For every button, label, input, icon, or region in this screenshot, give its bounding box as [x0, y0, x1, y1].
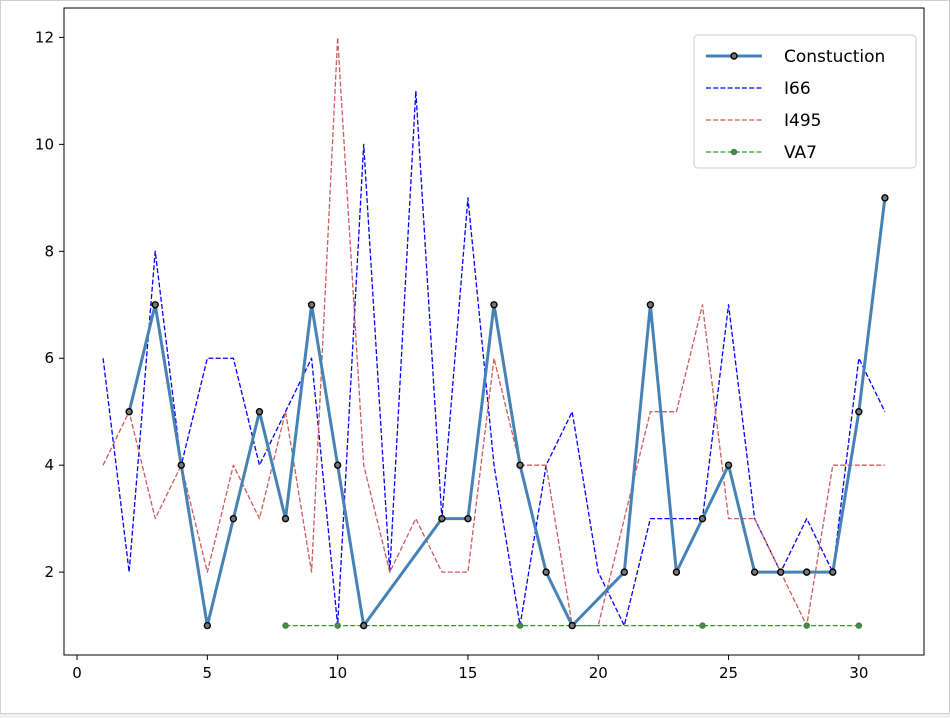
series-i66 [102, 90, 886, 627]
legend: Constuction I66 I495 VA7 [693, 34, 917, 169]
point-va7-17 [516, 622, 524, 629]
y-tick-label-4: 4 [44, 456, 54, 474]
x-tick-label-15: 15 [458, 664, 477, 682]
x-tick-label-0: 0 [72, 664, 82, 682]
x-tick-label-20: 20 [589, 664, 608, 682]
point-constuction-8 [281, 514, 290, 523]
plot-frame [63, 7, 925, 656]
point-constuction-23 [672, 568, 681, 576]
point-va7-30 [855, 622, 863, 629]
x-tick-label-5: 5 [203, 664, 213, 682]
point-constuction-11 [359, 621, 368, 630]
point-constuction-31 [881, 194, 889, 202]
point-constuction-21 [620, 568, 629, 576]
point-constuction-14 [438, 514, 446, 523]
series-line-i495 [102, 36, 885, 627]
legend-label-i495: I495 [784, 111, 821, 131]
point-constuction-7 [255, 408, 264, 416]
point-constuction-5 [203, 621, 212, 630]
point-constuction-19 [568, 621, 576, 630]
point-constuction-25 [724, 461, 733, 469]
point-constuction-17 [516, 461, 524, 469]
point-constuction-3 [151, 301, 159, 309]
legend-entry-constuction: Constuction [706, 47, 885, 67]
point-constuction-18 [542, 568, 550, 576]
y-tick-label-8: 8 [44, 242, 54, 260]
point-constuction-26 [750, 568, 759, 576]
legend-box [693, 34, 917, 169]
legend-label-constuction: Constuction [784, 47, 885, 67]
x-tick-label-10: 10 [328, 664, 347, 682]
point-va7-24 [699, 622, 706, 629]
point-constuction-6 [229, 514, 238, 523]
series-layer [102, 36, 889, 630]
point-va7-10 [334, 622, 341, 629]
legend-entry-va7: VA7 [706, 143, 817, 163]
y-tick-label-10: 10 [35, 135, 54, 153]
point-constuction-10 [333, 461, 342, 469]
axis-layer: 0 5 10 15 20 25 30 2 4 6 8 10 12 [35, 28, 868, 682]
point-constuction-22 [646, 301, 655, 309]
series-constuction [125, 194, 889, 630]
x-tick-label-30: 30 [849, 664, 868, 682]
point-va7-8 [282, 622, 289, 629]
legend-label-va7: VA7 [784, 143, 817, 163]
point-va7-28 [803, 622, 810, 629]
y-tick-label-2: 2 [44, 563, 54, 581]
point-constuction-29 [829, 568, 837, 576]
legend-marker-va7 [730, 148, 738, 156]
legend-entry-i66: I66 [706, 79, 811, 99]
y-tick-label-6: 6 [44, 349, 54, 367]
legend-entry-i495: I495 [706, 111, 821, 131]
y-tick-label-12: 12 [35, 28, 54, 46]
point-constuction-30 [855, 408, 863, 416]
point-constuction-15 [464, 514, 472, 523]
point-constuction-27 [776, 568, 785, 576]
point-constuction-2 [125, 408, 133, 416]
point-constuction-24 [698, 514, 707, 523]
legend-label-i66: I66 [784, 79, 811, 99]
series-i495 [102, 36, 885, 627]
series-line-i66 [102, 90, 886, 627]
x-tick-label-25: 25 [719, 664, 738, 682]
legend-marker-constuction [730, 52, 738, 60]
point-constuction-28 [803, 568, 811, 576]
point-constuction-16 [490, 301, 498, 309]
point-constuction-4 [177, 461, 185, 469]
point-constuction-9 [307, 301, 316, 309]
